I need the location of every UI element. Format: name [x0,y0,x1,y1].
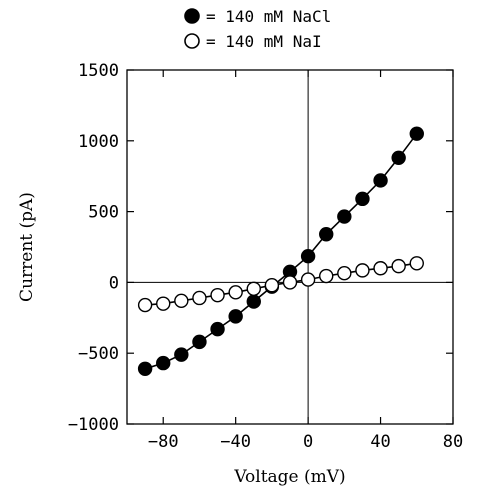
data-point [210,321,225,337]
y-axis-ticks: −1000 −500 0 500 1000 1500 [68,61,453,435]
data-point [228,285,243,300]
y-tick-label: −500 [78,344,119,364]
data-point [373,173,388,188]
series-nacl [137,126,424,376]
legend-nai-label: = 140 mM NaI [206,32,322,51]
x-tick-label: 80 [443,432,463,452]
data-point [355,191,370,207]
y-tick-label: 500 [88,203,119,223]
data-point [409,256,424,271]
y-tick-label: 0 [109,273,119,293]
data-point [391,258,406,274]
series-line [144,133,418,370]
data-point [228,309,243,324]
data-point [246,281,261,296]
data-point [409,126,424,141]
series-layer [137,126,424,376]
data-point [137,297,153,313]
data-point [264,278,280,293]
data-point [192,334,207,350]
y-tick-label: 1000 [78,132,119,152]
legend-nacl-marker [184,8,200,24]
data-point [174,293,189,309]
data-point [355,263,370,278]
series-nai [137,256,424,313]
x-tick-label: −40 [220,432,251,452]
x-tick-label: 40 [370,432,390,452]
data-point [337,265,352,281]
y-tick-label: 1500 [78,61,119,81]
data-point [337,209,352,224]
x-axis-ticks: −80 −40 0 40 80 [148,70,463,452]
x-tick-label: 0 [303,432,313,452]
x-axis-title: Voltage (mV) [233,467,345,487]
data-point [156,296,171,311]
y-axis-title: Current (pA) [17,192,37,302]
data-point [137,361,153,376]
plot-frame [126,69,454,425]
x-tick-label: −80 [148,432,179,452]
series-line [145,262,417,306]
data-point [210,287,225,303]
data-point [300,272,316,287]
data-point [156,355,171,371]
data-point [246,294,261,309]
data-point [319,227,334,242]
data-point [174,347,189,362]
data-point [192,290,207,306]
y-tick-label: −1000 [68,415,119,435]
data-point [391,150,406,165]
data-point [319,268,334,284]
data-point [373,261,388,276]
legend-nai-marker [184,33,200,49]
data-point [282,275,298,290]
legend-nacl-label: = 140 mM NaCl [206,7,331,26]
legend: = 140 mM NaCl = 140 mM NaI [184,7,331,51]
data-point [300,249,316,264]
